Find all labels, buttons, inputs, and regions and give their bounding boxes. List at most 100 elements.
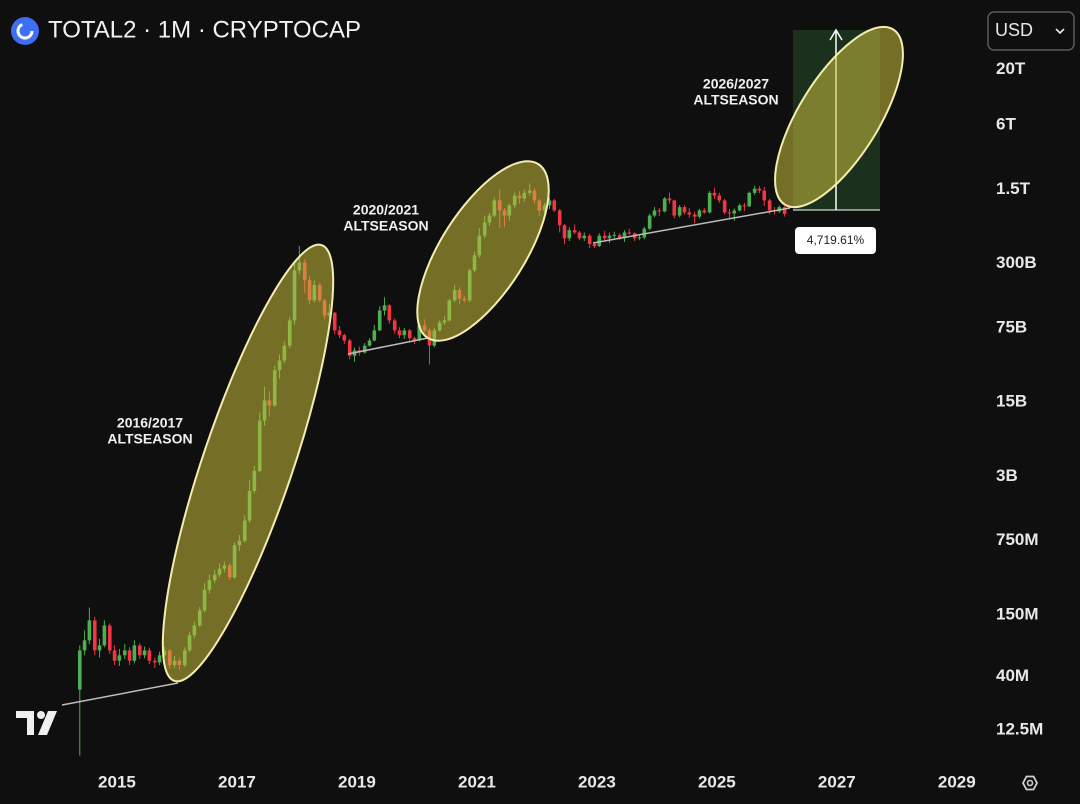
y-tick-label: 20T bbox=[996, 59, 1026, 78]
candle-body bbox=[382, 305, 387, 311]
candle-body bbox=[687, 212, 692, 215]
y-tick-label: 1.5T bbox=[996, 179, 1031, 198]
annotation: ALTSEASON bbox=[343, 218, 428, 234]
candle-body bbox=[617, 234, 622, 239]
y-tick-label: 40M bbox=[996, 666, 1029, 685]
candle-body bbox=[372, 330, 377, 341]
candle-body bbox=[712, 192, 717, 196]
candle-body bbox=[592, 243, 597, 247]
y-tick-label: 12.5M bbox=[996, 720, 1043, 739]
candle-body bbox=[127, 650, 132, 661]
candle-body bbox=[107, 625, 112, 651]
candle-body bbox=[682, 207, 687, 213]
candle-body bbox=[402, 330, 407, 336]
candle-body bbox=[567, 230, 572, 239]
y-tick-label: 15B bbox=[996, 392, 1027, 411]
measure-label-box bbox=[795, 227, 876, 254]
y-tick-label: 300B bbox=[996, 253, 1037, 272]
candle-body bbox=[782, 207, 787, 214]
candle-body bbox=[657, 210, 662, 212]
candle-body bbox=[367, 340, 372, 346]
candle-body bbox=[137, 645, 142, 656]
x-tick-label: 2025 bbox=[698, 772, 736, 791]
candle-body bbox=[112, 650, 117, 661]
candle-body bbox=[77, 650, 82, 690]
candle-body bbox=[97, 645, 102, 651]
candle-body bbox=[342, 335, 347, 341]
candle-body bbox=[722, 200, 727, 213]
x-tick-label: 2027 bbox=[818, 772, 856, 791]
candle-body bbox=[547, 200, 552, 206]
candle-body bbox=[737, 205, 742, 211]
candle-body bbox=[637, 237, 642, 239]
candle-body bbox=[747, 192, 752, 207]
candle-body bbox=[672, 200, 677, 216]
candle-body bbox=[142, 650, 147, 656]
candle-body bbox=[407, 330, 412, 339]
candle-body bbox=[612, 234, 617, 236]
candle-body bbox=[122, 650, 127, 656]
highlight-ellipse bbox=[161, 243, 335, 683]
candle-body bbox=[652, 210, 657, 216]
candle-body bbox=[397, 330, 402, 336]
trend-line bbox=[61, 682, 179, 706]
symbol-icon-mark bbox=[16, 22, 34, 40]
candle-body bbox=[562, 225, 567, 239]
x-tick-label: 2017 bbox=[218, 772, 256, 791]
candle-body bbox=[727, 212, 732, 214]
trend-line bbox=[347, 337, 429, 355]
candle-body bbox=[647, 215, 652, 229]
candle-body bbox=[732, 210, 737, 214]
currency-label[interactable]: USD bbox=[995, 20, 1033, 40]
candle-body bbox=[552, 200, 557, 211]
y-tick-label: 750M bbox=[996, 530, 1039, 549]
candle-body bbox=[677, 207, 682, 216]
candle-body bbox=[332, 312, 337, 331]
candle-body bbox=[717, 195, 722, 201]
settings-icon[interactable] bbox=[1026, 779, 1034, 787]
candle-body bbox=[152, 660, 157, 663]
candle-body bbox=[387, 305, 392, 321]
candle-body bbox=[607, 235, 612, 239]
highlight-ellipse bbox=[774, 25, 904, 209]
candle-body bbox=[692, 214, 697, 217]
candle-body bbox=[132, 645, 137, 661]
y-tick-label: 3B bbox=[996, 466, 1018, 485]
candle-body bbox=[102, 625, 107, 646]
candle-body bbox=[597, 235, 602, 247]
logo bbox=[37, 711, 45, 719]
candle-body bbox=[157, 655, 162, 663]
annotation: 2020/2021 bbox=[353, 202, 419, 218]
highlight-ellipse bbox=[416, 160, 550, 342]
x-tick-label: 2019 bbox=[338, 772, 376, 791]
candle-body bbox=[377, 310, 382, 331]
annotation: ALTSEASON bbox=[693, 92, 778, 108]
logo bbox=[16, 711, 34, 735]
annotation: ALTSEASON bbox=[107, 431, 192, 447]
currency-select[interactable] bbox=[987, 11, 1075, 51]
candle-body bbox=[147, 650, 152, 661]
candle-body bbox=[392, 320, 397, 331]
candle-body bbox=[117, 655, 122, 661]
candle-body bbox=[412, 338, 417, 341]
candle-body bbox=[757, 188, 762, 191]
x-tick-label: 2021 bbox=[458, 772, 496, 791]
candle-body bbox=[582, 235, 587, 239]
candle-body bbox=[347, 340, 352, 356]
candle-body bbox=[557, 210, 562, 226]
candle-body bbox=[742, 205, 747, 207]
candle-body bbox=[92, 620, 97, 651]
candle-body bbox=[697, 210, 702, 217]
candle-body bbox=[707, 192, 712, 213]
candle-body bbox=[752, 188, 757, 193]
measure-arrow bbox=[829, 28, 843, 41]
logo bbox=[38, 711, 57, 735]
candle-body bbox=[577, 232, 582, 239]
settings-icon[interactable] bbox=[1021, 775, 1039, 791]
candle-body bbox=[362, 345, 367, 353]
candle-body bbox=[82, 640, 87, 651]
candle-body bbox=[702, 210, 707, 213]
dropdown-chevron[interactable] bbox=[1055, 28, 1065, 35]
